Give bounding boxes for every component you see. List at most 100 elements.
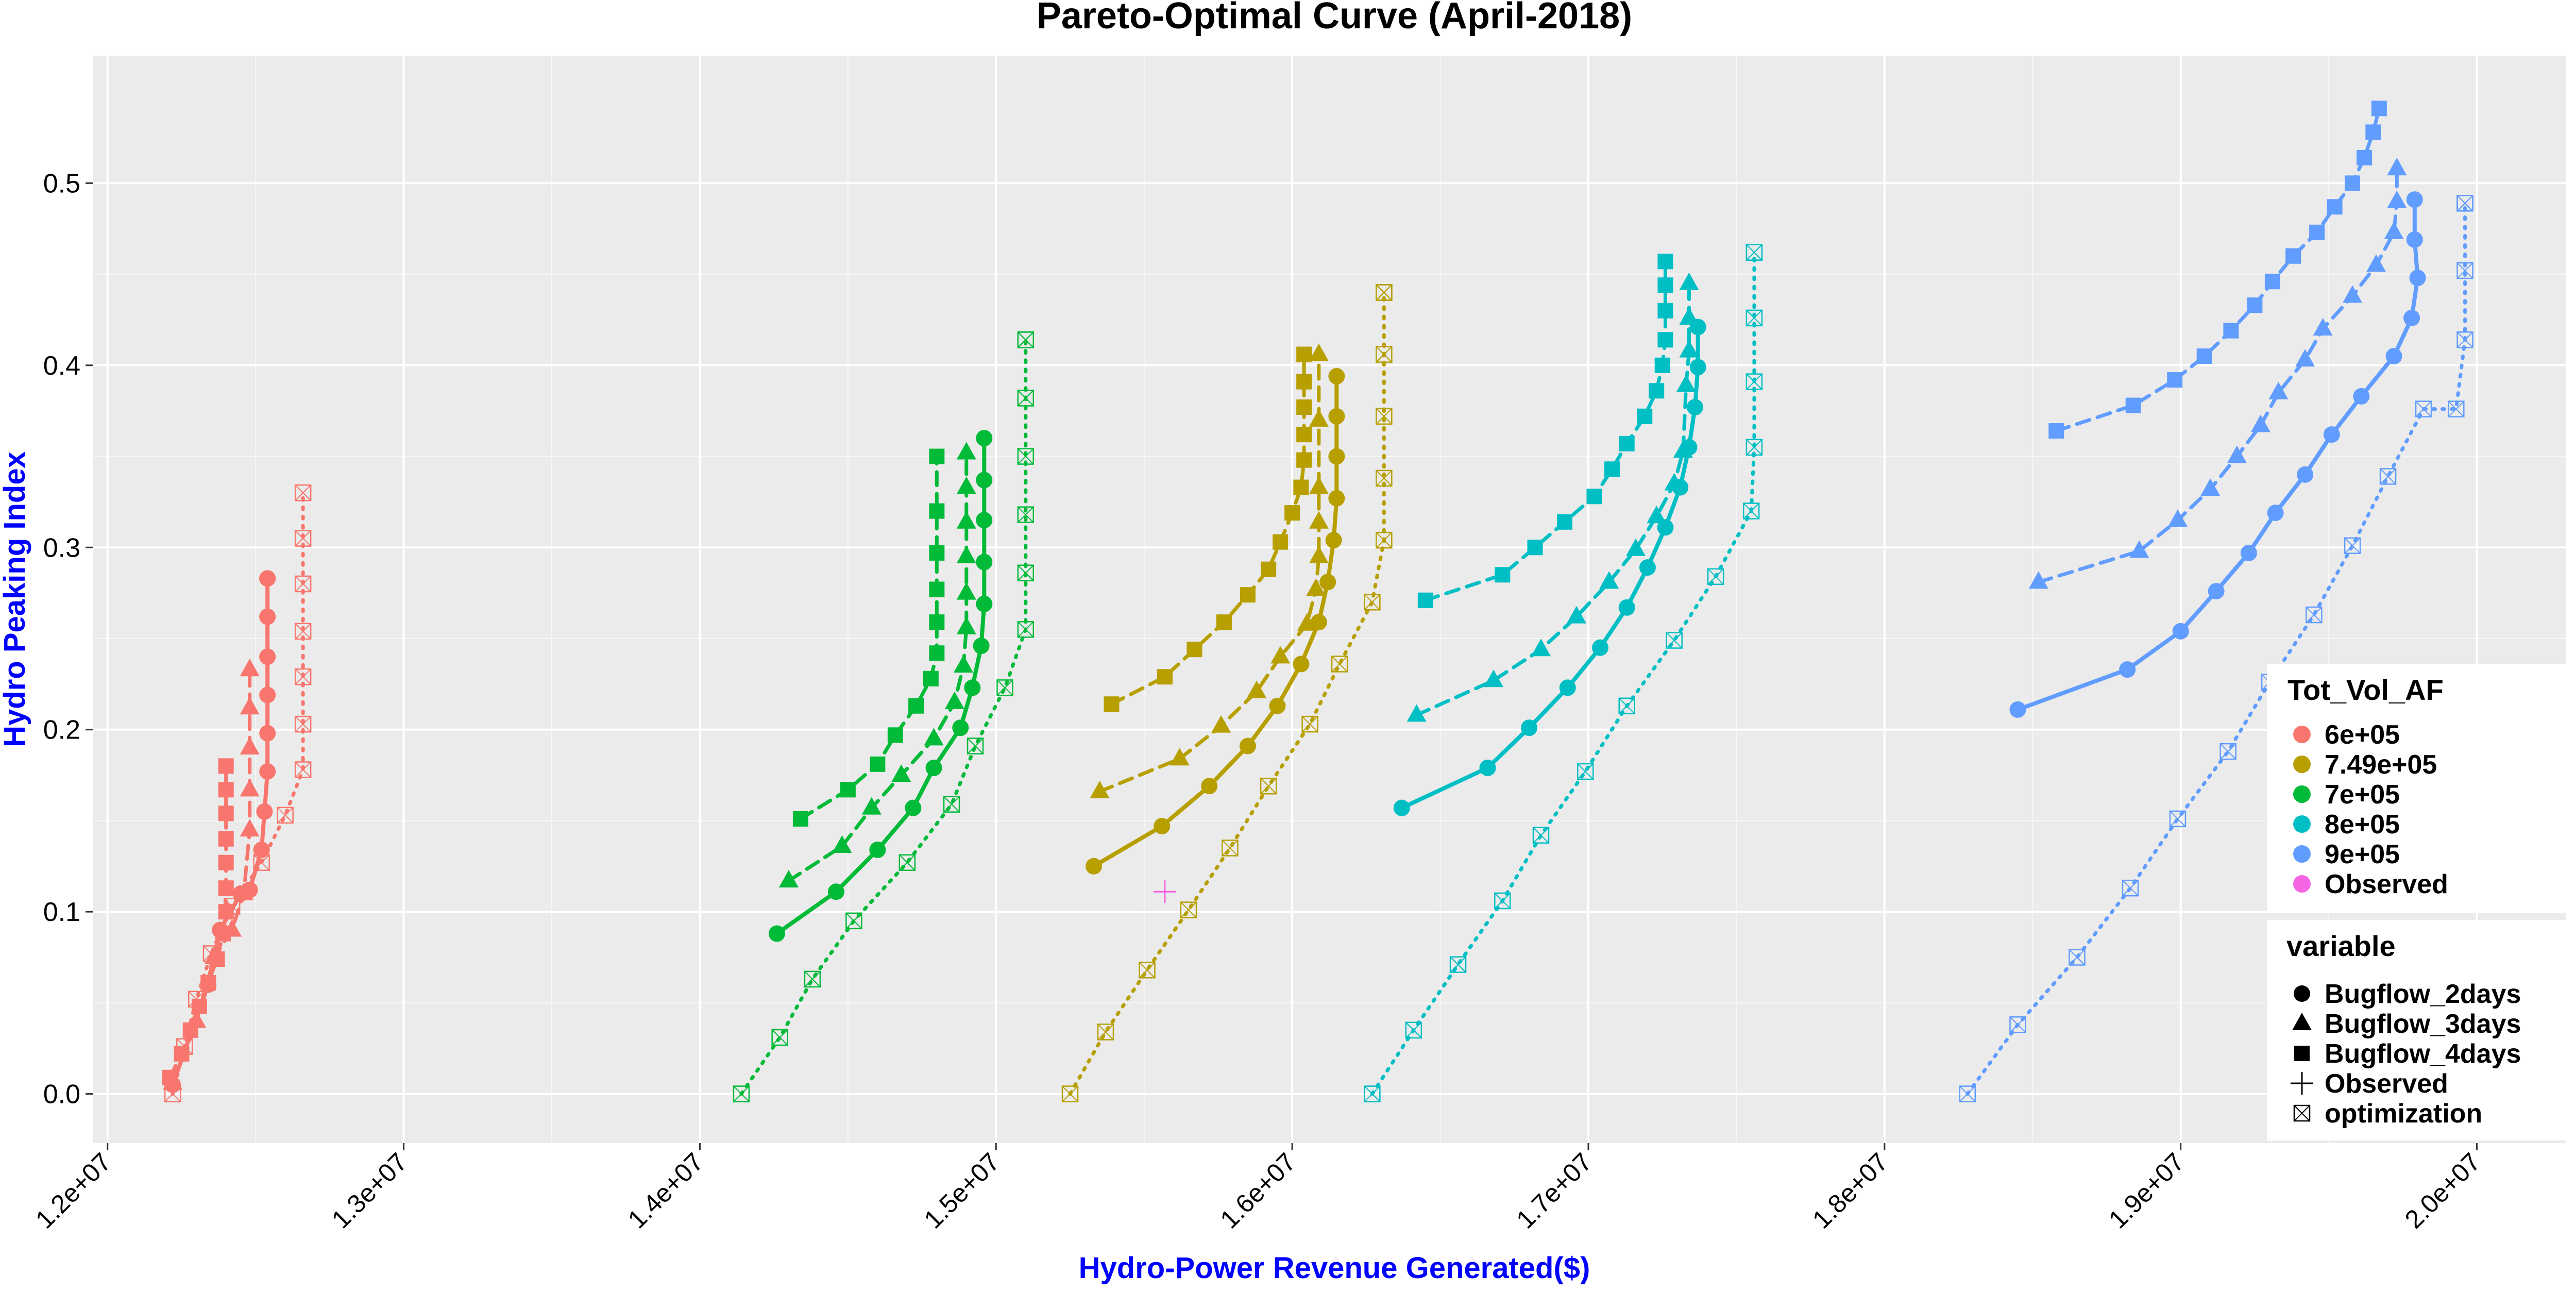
y-tick-label: 0.1 bbox=[43, 897, 80, 927]
data-point bbox=[1090, 780, 1110, 798]
data-point bbox=[1085, 858, 1102, 875]
data-point bbox=[259, 686, 276, 703]
data-point bbox=[1216, 614, 1232, 630]
data-point bbox=[2048, 423, 2064, 439]
data-point bbox=[1364, 594, 1381, 611]
data-point bbox=[1269, 697, 1286, 714]
data-point bbox=[944, 691, 964, 709]
legend-color-title: Tot_Vol_AF bbox=[2287, 674, 2444, 706]
data-point bbox=[2009, 1016, 2026, 1033]
x-tick-label: 1.4e+07 bbox=[622, 1147, 709, 1234]
legend-shape-swatch bbox=[2291, 1072, 2313, 1095]
data-point bbox=[1599, 571, 1619, 589]
data-point bbox=[1293, 479, 1309, 495]
legend-shape-label: Bugflow_3days bbox=[2325, 1009, 2521, 1039]
data-point bbox=[1679, 340, 1699, 358]
x-tick-label: 1.3e+07 bbox=[326, 1147, 413, 1234]
data-point bbox=[2409, 270, 2426, 287]
data-point bbox=[2219, 743, 2236, 760]
data-point bbox=[925, 759, 942, 776]
data-point bbox=[1557, 514, 1573, 530]
data-point bbox=[1328, 490, 1345, 507]
legend-shape-label: Observed bbox=[2325, 1069, 2448, 1099]
data-point bbox=[1017, 506, 1035, 523]
data-point bbox=[1745, 309, 1763, 327]
data-point bbox=[1689, 359, 1706, 376]
data-point bbox=[188, 991, 205, 1008]
data-point bbox=[1376, 531, 1393, 549]
data-point bbox=[1532, 827, 1550, 844]
data-point bbox=[1657, 254, 1673, 270]
data-point bbox=[1306, 578, 1326, 596]
data-point bbox=[1104, 696, 1120, 712]
data-point bbox=[2208, 583, 2225, 600]
data-point bbox=[2323, 426, 2340, 443]
legend-color-item: 7e+05 bbox=[2293, 780, 2400, 810]
data-point bbox=[1637, 408, 1653, 424]
legend-color-label: 7e+05 bbox=[2325, 780, 2400, 810]
data-point bbox=[973, 638, 990, 655]
data-point bbox=[792, 811, 808, 827]
data-point bbox=[253, 841, 270, 858]
data-point bbox=[2357, 149, 2372, 165]
data-point bbox=[1301, 715, 1318, 733]
y-axis-label: Hydro Peaking Index bbox=[0, 451, 31, 747]
data-point bbox=[1417, 592, 1433, 608]
data-point bbox=[1531, 639, 1551, 657]
legend-shape-items: Bugflow_2daysBugflow_3daysBugflow_4daysO… bbox=[2291, 979, 2521, 1129]
data-point bbox=[1284, 505, 1300, 521]
data-point bbox=[1647, 506, 1667, 524]
data-point bbox=[164, 1085, 181, 1102]
y-tick-label: 0.2 bbox=[43, 715, 80, 745]
data-point bbox=[1017, 564, 1035, 582]
legend-shape-box bbox=[2267, 920, 2566, 1141]
data-point bbox=[1406, 704, 1427, 722]
data-point bbox=[891, 764, 911, 782]
data-point bbox=[1664, 473, 1684, 491]
data-point bbox=[1484, 669, 1504, 688]
legend-color: Tot_Vol_AF 6e+057.49e+057e+058e+059e+05O… bbox=[2267, 664, 2566, 912]
data-point bbox=[2313, 318, 2333, 336]
observed-point bbox=[1153, 880, 1176, 903]
data-point bbox=[240, 819, 260, 837]
legend-color-swatch bbox=[2293, 875, 2311, 893]
legend-color-item: 7.49e+05 bbox=[2293, 750, 2437, 780]
data-point bbox=[869, 841, 886, 858]
data-point bbox=[240, 737, 260, 755]
series-12 bbox=[1393, 318, 1706, 816]
data-point bbox=[218, 854, 234, 870]
legend-shape-swatch bbox=[2292, 1013, 2312, 1030]
data-point bbox=[294, 575, 312, 593]
data-point bbox=[2129, 540, 2149, 558]
data-point bbox=[929, 448, 945, 464]
data-point bbox=[1270, 646, 1291, 664]
x-tick-label: 1.6e+07 bbox=[1215, 1147, 1301, 1234]
data-point bbox=[1328, 408, 1345, 425]
series-11 bbox=[1061, 284, 1393, 1102]
data-point bbox=[1376, 284, 1393, 301]
data-point bbox=[2306, 606, 2323, 624]
data-point bbox=[1618, 697, 1635, 715]
data-point bbox=[1586, 489, 1602, 505]
series-19 bbox=[1959, 195, 2473, 1102]
series-4 bbox=[768, 430, 993, 942]
data-point bbox=[1309, 545, 1329, 563]
data-point bbox=[1097, 1024, 1114, 1041]
data-point bbox=[733, 1085, 750, 1102]
series-18 bbox=[2048, 100, 2387, 439]
data-point bbox=[240, 779, 260, 797]
data-point bbox=[905, 799, 922, 816]
data-point bbox=[1273, 534, 1289, 550]
data-point bbox=[1319, 574, 1336, 591]
legend-shape-title: variable bbox=[2286, 930, 2396, 962]
data-point bbox=[1393, 799, 1410, 816]
legend-color-item: Observed bbox=[2293, 869, 2448, 899]
data-point bbox=[1707, 568, 1724, 585]
legend-shape-swatch bbox=[2294, 985, 2310, 1002]
chart-title: Pareto-Optimal Curve (April-2018) bbox=[1037, 0, 1632, 37]
y-tick-label: 0.4 bbox=[43, 351, 80, 381]
data-point bbox=[218, 782, 234, 798]
data-point bbox=[1657, 277, 1673, 293]
data-point bbox=[2250, 414, 2270, 432]
